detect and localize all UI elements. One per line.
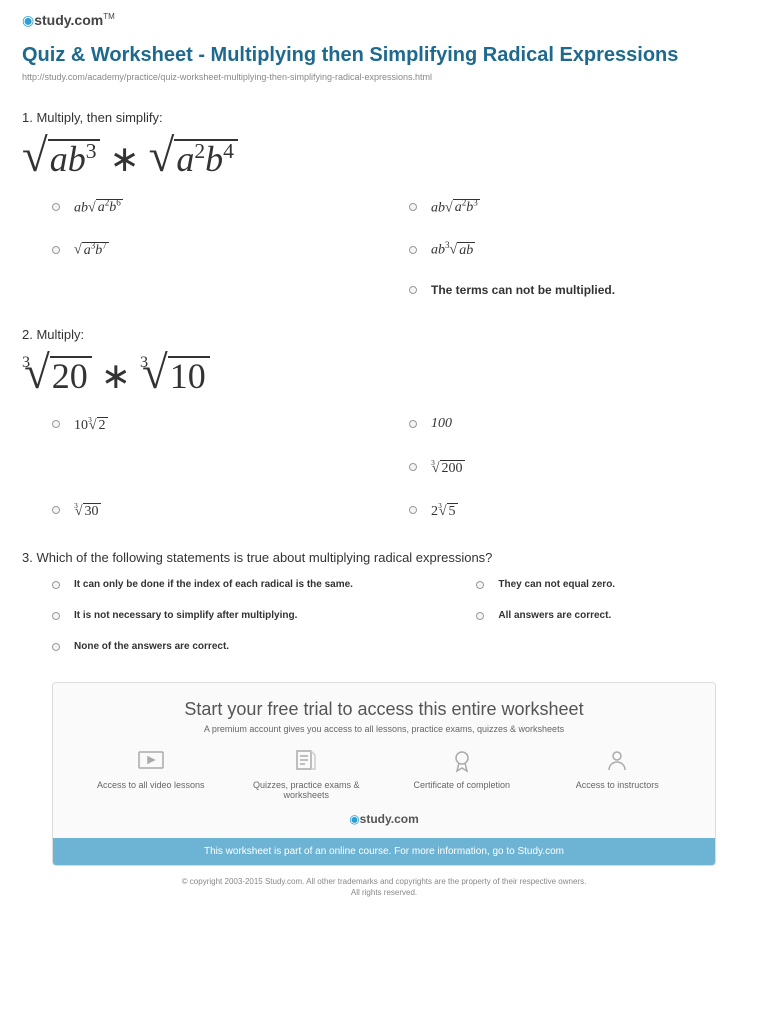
q3-answer-a[interactable]: It can only be done if the index of each… [52,579,456,590]
q2-answers: 103√2 100 3√200 3√30 23√5 [52,415,746,520]
play-icon: ◉ [22,12,34,28]
q1-answer-b[interactable]: ab√a2b3 [409,198,746,217]
radio-icon [409,506,417,514]
page-url: http://study.com/academy/practice/quiz-w… [22,72,746,82]
page-title: Quiz & Worksheet - Multiplying then Simp… [22,43,746,68]
promo-features: Access to all video lessons Quizzes, pra… [73,748,695,800]
radio-icon [409,246,417,254]
q3-block: 3. Which of the following statements is … [22,550,746,652]
feature-instructors: Access to instructors [557,748,677,800]
q3-prompt: 3. Which of the following statements is … [22,550,746,565]
q1-answer-a[interactable]: ab√a2b6 [52,198,389,217]
radio-icon [409,420,417,428]
q2-answer-b[interactable]: 100 [409,415,746,434]
q3-answers: It can only be done if the index of each… [52,579,746,652]
radio-icon [476,612,484,620]
person-icon [602,748,632,774]
q1-prompt: 1. Multiply, then simplify: [22,110,746,125]
radio-icon [52,612,60,620]
radio-icon [409,463,417,471]
promo-headline: Start your free trial to access this ent… [73,699,695,720]
feature-quizzes: Quizzes, practice exams & worksheets [246,748,366,800]
worksheet-page: ◉study.comTM Quiz & Worksheet - Multiply… [0,0,768,910]
radio-icon [476,581,484,589]
q3-answer-e[interactable]: None of the answers are correct. [52,641,456,652]
document-icon [291,748,321,774]
q2-prompt: 2. Multiply: [22,327,746,342]
q1-answer-c[interactable]: √a3b7 [52,240,389,259]
q1-answer-e[interactable]: The terms can not be multiplied. [409,283,746,297]
q2-answer-e[interactable]: 23√5 [409,501,746,520]
radio-icon [52,420,60,428]
q1-answer-d[interactable]: ab3√ab [409,240,746,259]
promo-bar[interactable]: This worksheet is part of an online cour… [53,838,715,865]
q1-expression: ab3 ∗ a2b4 [22,133,746,180]
radio-icon [52,581,60,589]
q2-answer-a[interactable]: 103√2 [52,415,389,434]
q3-answer-b[interactable]: They can not equal zero. [476,579,746,590]
promo-logo: ◉study.com [73,812,695,826]
video-icon [136,748,166,774]
q3-answer-d[interactable]: All answers are correct. [476,610,746,621]
radio-icon [409,203,417,211]
brand-logo: ◉study.comTM [22,12,746,29]
radio-icon [52,203,60,211]
promo-box: Start your free trial to access this ent… [52,682,716,866]
certificate-icon [447,748,477,774]
radio-icon [52,643,60,651]
q2-answer-c[interactable]: 3√200 [409,458,746,477]
q3-answer-c[interactable]: It is not necessary to simplify after mu… [52,610,456,621]
feature-certificate: Certificate of completion [402,748,522,800]
radio-icon [409,286,417,294]
feature-video: Access to all video lessons [91,748,211,800]
q1-answers: ab√a2b6 ab√a2b3 √a3b7 ab3√ab The terms c… [52,198,746,297]
promo-sub: A premium account gives you access to al… [73,724,695,734]
radio-icon [52,506,60,514]
q2-expression: 320 ∗ 310 [22,350,746,397]
radio-icon [52,246,60,254]
copyright: © copyright 2003-2015 Study.com. All oth… [22,876,746,898]
q2-answer-d[interactable]: 3√30 [52,501,389,520]
